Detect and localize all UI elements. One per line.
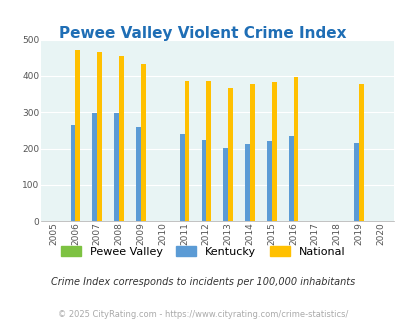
Bar — [245, 144, 249, 221]
Bar — [97, 51, 102, 221]
Bar — [141, 64, 145, 221]
Bar — [184, 81, 189, 221]
Bar — [223, 148, 228, 221]
Text: Crime Index corresponds to incidents per 100,000 inhabitants: Crime Index corresponds to incidents per… — [51, 278, 354, 287]
Bar — [228, 88, 232, 221]
Bar — [179, 134, 184, 221]
Bar — [266, 141, 271, 221]
Bar — [358, 83, 363, 221]
Bar — [75, 50, 80, 221]
Bar — [119, 56, 124, 221]
Legend: Pewee Valley, Kentucky, National: Pewee Valley, Kentucky, National — [56, 242, 349, 261]
Bar — [288, 136, 293, 221]
Bar — [136, 127, 141, 221]
Bar — [271, 82, 276, 221]
Bar — [249, 84, 254, 221]
Text: © 2025 CityRating.com - https://www.cityrating.com/crime-statistics/: © 2025 CityRating.com - https://www.city… — [58, 310, 347, 319]
Bar — [293, 77, 298, 221]
Text: Pewee Valley Violent Crime Index: Pewee Valley Violent Crime Index — [59, 26, 346, 41]
Bar — [92, 113, 97, 221]
Bar — [353, 143, 358, 221]
Bar — [114, 113, 119, 221]
Bar — [201, 140, 206, 221]
Bar — [206, 81, 211, 221]
Bar — [70, 125, 75, 221]
